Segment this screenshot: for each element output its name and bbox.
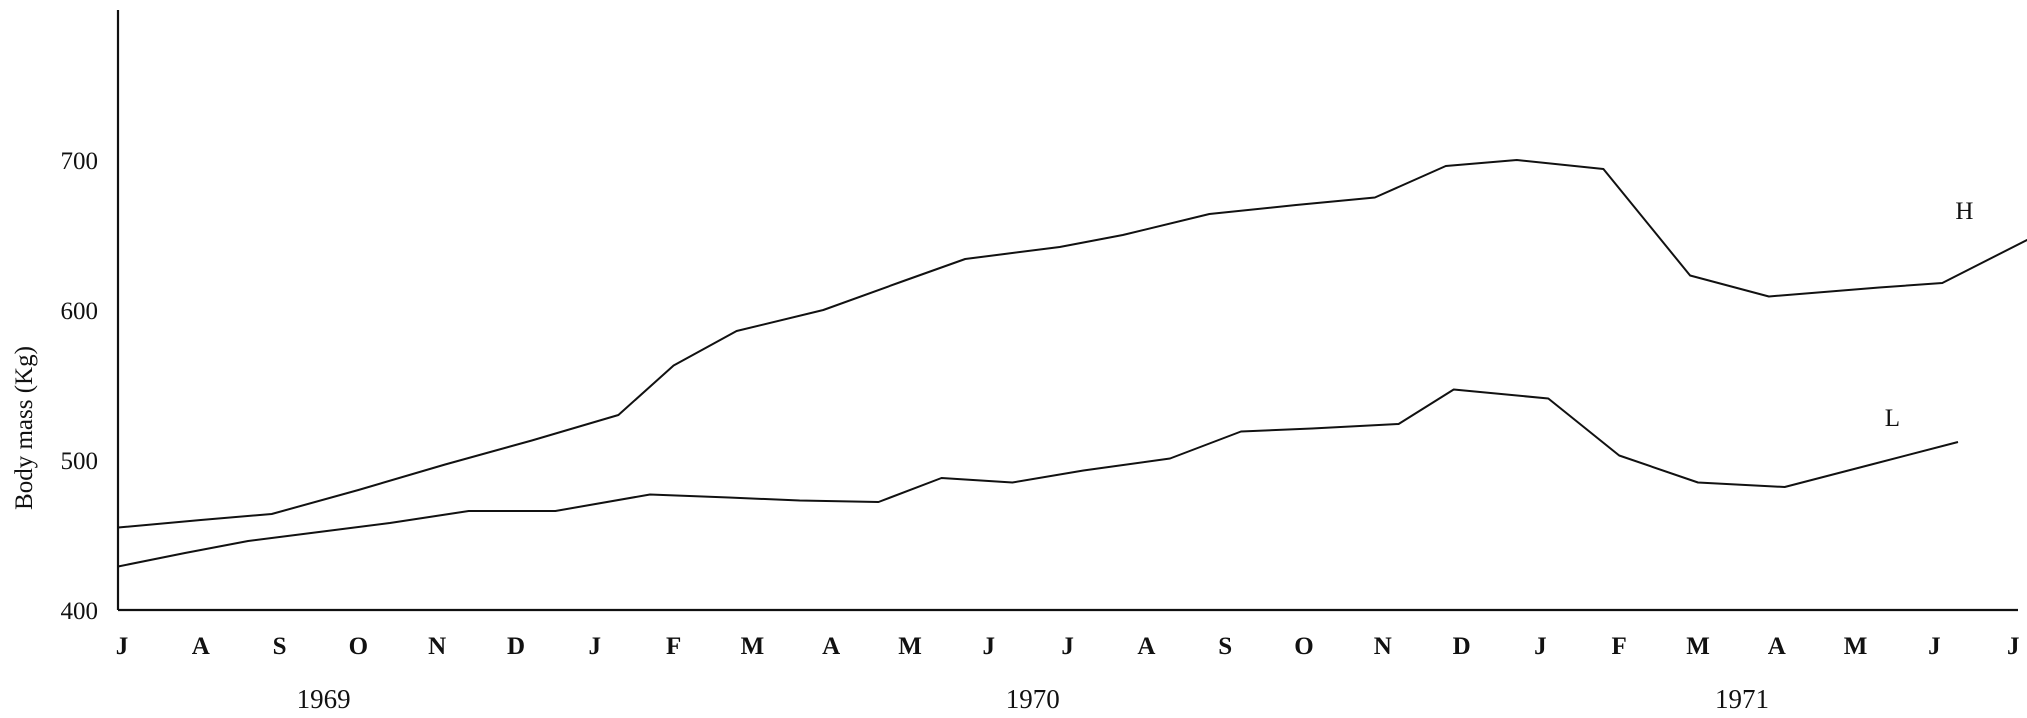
- month-label: M: [898, 633, 922, 660]
- month-label: A: [1768, 633, 1786, 660]
- y-tick-label: 600: [61, 298, 99, 325]
- series-label-L: L: [1885, 405, 1900, 432]
- month-label: J: [983, 633, 996, 660]
- series-line-H: [118, 159, 2027, 529]
- month-label: F: [666, 633, 681, 660]
- month-label: S: [273, 633, 287, 660]
- month-label: D: [1453, 633, 1471, 660]
- month-label: O: [349, 633, 368, 660]
- month-label: J: [1928, 633, 1941, 660]
- y-axis-title: Body mass (Kg): [11, 346, 38, 510]
- month-label: D: [507, 633, 525, 660]
- month-label: N: [1374, 633, 1392, 660]
- series-lines: [117, 159, 2027, 568]
- month-label: J: [2007, 633, 2020, 660]
- y-tick-label: 700: [61, 148, 99, 175]
- year-label: 1971: [1715, 684, 1769, 714]
- y-tick-label: 400: [61, 598, 99, 625]
- month-label: M: [1844, 633, 1868, 660]
- series-labels: HL: [1885, 198, 1974, 432]
- month-label: N: [428, 633, 446, 660]
- month-label: A: [192, 633, 210, 660]
- month-label: J: [589, 633, 602, 660]
- month-label: O: [1294, 633, 1313, 660]
- month-label: A: [822, 633, 840, 660]
- month-label: J: [1534, 633, 1547, 660]
- month-label: J: [116, 633, 129, 660]
- month-label: S: [1218, 633, 1232, 660]
- month-label: J: [1061, 633, 1074, 660]
- y-tick-label: 500: [61, 448, 99, 475]
- axes: [116, 10, 2018, 612]
- year-labels: 1969 1970 1971: [297, 684, 1769, 714]
- year-label: 1969: [297, 684, 351, 714]
- month-label: F: [1612, 633, 1627, 660]
- year-label: 1970: [1006, 684, 1060, 714]
- y-tick-labels: 400 500 600 700: [61, 148, 99, 625]
- month-label: M: [1686, 633, 1710, 660]
- series-line-L: [117, 388, 1959, 568]
- series-label-H: H: [1955, 198, 1973, 225]
- month-label: M: [741, 633, 765, 660]
- month-label: A: [1137, 633, 1155, 660]
